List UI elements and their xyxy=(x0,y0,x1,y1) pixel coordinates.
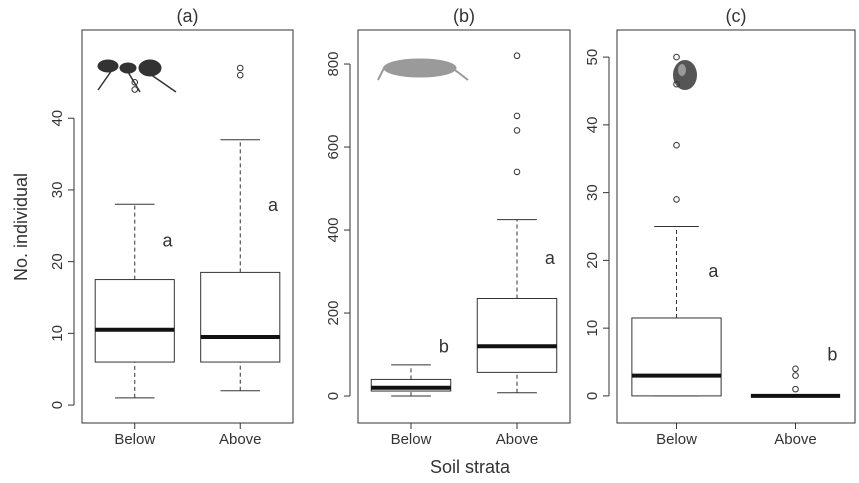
significance-letter: b xyxy=(439,336,449,356)
y-tick-label: 200 xyxy=(325,301,342,326)
y-tick-label: 0 xyxy=(49,401,66,409)
x-tick-label: Above xyxy=(219,431,262,448)
significance-letter: a xyxy=(162,231,173,251)
y-tick-label: 30 xyxy=(584,184,601,201)
y-tick-label: 10 xyxy=(49,325,66,342)
x-axis-label: Soil strata xyxy=(430,457,511,477)
significance-letter: a xyxy=(708,261,719,281)
box xyxy=(200,271,281,363)
outlier xyxy=(673,196,680,203)
outlier xyxy=(131,79,139,86)
significance-letter: b xyxy=(827,345,837,365)
y-tick-label: 800 xyxy=(325,52,342,77)
y-tick-label: 40 xyxy=(49,110,66,127)
x-tick-label: Above xyxy=(496,431,539,448)
y-tick-label: 600 xyxy=(325,135,342,160)
y-tick-label: 10 xyxy=(584,320,601,337)
y-tick-label: 40 xyxy=(584,117,601,134)
box xyxy=(631,317,722,397)
y-tick-label: 0 xyxy=(325,392,342,400)
outlier xyxy=(792,372,799,379)
x-tick-label: Below xyxy=(656,431,697,448)
panel-frame xyxy=(616,29,856,424)
outlier xyxy=(513,168,521,176)
box xyxy=(370,378,452,392)
significance-letter: a xyxy=(545,248,556,268)
y-axis-label: No. individual xyxy=(11,173,31,281)
outlier xyxy=(513,52,521,60)
y-tick-label: 0 xyxy=(584,392,601,400)
panel-title: (a) xyxy=(177,6,199,26)
x-tick-label: Below xyxy=(114,431,155,448)
box xyxy=(94,279,175,363)
y-tick-label: 30 xyxy=(49,182,66,199)
outlier xyxy=(131,86,139,93)
x-tick-label: Below xyxy=(391,431,432,448)
x-tick-label: Above xyxy=(774,431,817,448)
outlier xyxy=(513,112,521,120)
mite-icon xyxy=(673,60,697,90)
outlier xyxy=(673,80,680,88)
panel-title: (c) xyxy=(726,6,747,26)
outlier xyxy=(236,71,244,79)
outlier xyxy=(673,141,680,149)
panel-frame xyxy=(81,29,294,424)
y-tick-label: 20 xyxy=(49,253,66,270)
springtail-icon xyxy=(377,58,469,81)
outlier xyxy=(236,64,244,72)
y-tick-label: 50 xyxy=(584,49,601,66)
y-tick-label: 400 xyxy=(325,218,342,243)
significance-letter: a xyxy=(268,195,279,215)
outlier xyxy=(792,385,799,393)
y-tick-label: 20 xyxy=(584,252,601,269)
box xyxy=(476,298,558,373)
outlier xyxy=(513,127,521,134)
panel-frame xyxy=(357,29,571,424)
outlier xyxy=(792,365,799,373)
outlier xyxy=(673,53,680,61)
panel-title: (b) xyxy=(453,6,475,26)
ant-icon xyxy=(97,59,177,93)
